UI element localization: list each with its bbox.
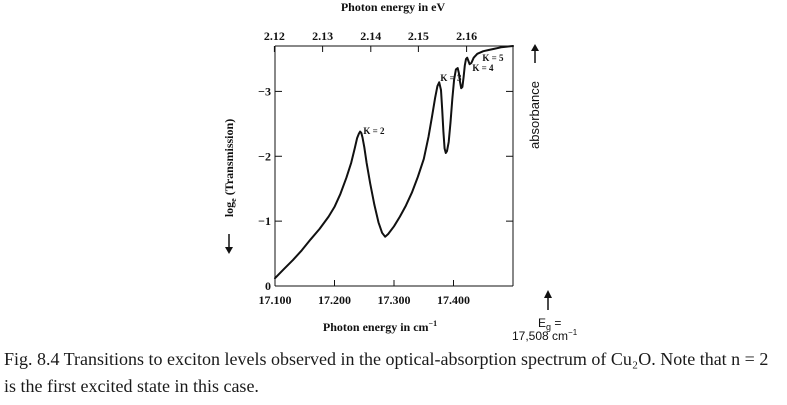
band-gap-value-unit: −1 (568, 328, 578, 337)
bottom-axis-tick-label: 17.200 (318, 293, 351, 307)
spectrum-line (274, 45, 514, 280)
right-axis-arrow-head (531, 44, 539, 51)
left-axis-tick-label: −1 (258, 214, 271, 228)
left-axis-tick-label: −2 (258, 149, 271, 163)
top-axis-tick-label: 2.14 (360, 29, 381, 43)
bottom-axis-label: Photon energy in cm−1 (323, 319, 437, 334)
left-axis-tick-label: 0 (265, 279, 271, 293)
left-axis-label-tail: (Transmission) (222, 119, 236, 198)
bottom-axis-tick-label: 17.300 (378, 293, 411, 307)
annotation-k2: K = 2 (363, 126, 385, 136)
top-axis-ticks: 2.12 2.13 2.14 2.15 2.16 (264, 29, 477, 52)
top-axis-tick-label: 2.13 (312, 29, 333, 43)
left-axis-arrow-head (225, 247, 233, 254)
band-gap-value: 17,508 cm−1 (512, 328, 578, 343)
bottom-axis-label-unit: −1 (429, 319, 438, 328)
left-axis-tick-label: −3 (258, 84, 271, 98)
left-axis-label-main: log (222, 202, 236, 217)
bottom-axis-tick-label: 17.400 (437, 293, 470, 307)
right-axis-label: absorbance (527, 81, 542, 149)
top-axis-tick-label: 2.12 (264, 29, 285, 43)
band-gap-marker: Eg = 17,508 cm−1 (512, 290, 578, 343)
band-gap-label: Eg = (538, 316, 561, 332)
left-axis-label-sub: e (229, 198, 238, 202)
left-axis-ticks: 0 −1 −2 −3 (258, 84, 282, 293)
right-axis-ticks (506, 90, 513, 222)
right-axis-label-group: absorbance (527, 44, 542, 149)
bottom-axis-label-text: Photon energy in cm (323, 320, 429, 334)
top-axis-label: Photon energy in eV (341, 0, 446, 14)
left-axis-label: loge (Transmission) (222, 119, 238, 217)
top-axis-tick-label: 2.15 (408, 29, 429, 43)
annotation-k4: K = 4 (472, 63, 494, 73)
band-gap-label-eq: = (551, 316, 561, 330)
figure-caption: Fig. 8.4 Transitions to exciton levels o… (4, 349, 769, 396)
band-gap-arrow-head (544, 290, 552, 298)
bottom-axis-tick-label: 17.100 (259, 293, 292, 307)
plot-frame (274, 45, 514, 287)
band-gap-label-sub: g (546, 322, 551, 332)
bottom-axis-ticks: 17.100 17.200 17.300 17.400 (259, 280, 470, 307)
left-axis-label-group: loge (Transmission) (222, 119, 238, 254)
annotation-k3: K = 3 (440, 73, 462, 83)
top-axis-tick-label: 2.16 (456, 29, 477, 43)
band-gap-value-text: 17,508 cm (512, 329, 568, 343)
annotation-k5: K = 5 (482, 53, 504, 63)
band-gap-label-main: E (538, 316, 546, 330)
